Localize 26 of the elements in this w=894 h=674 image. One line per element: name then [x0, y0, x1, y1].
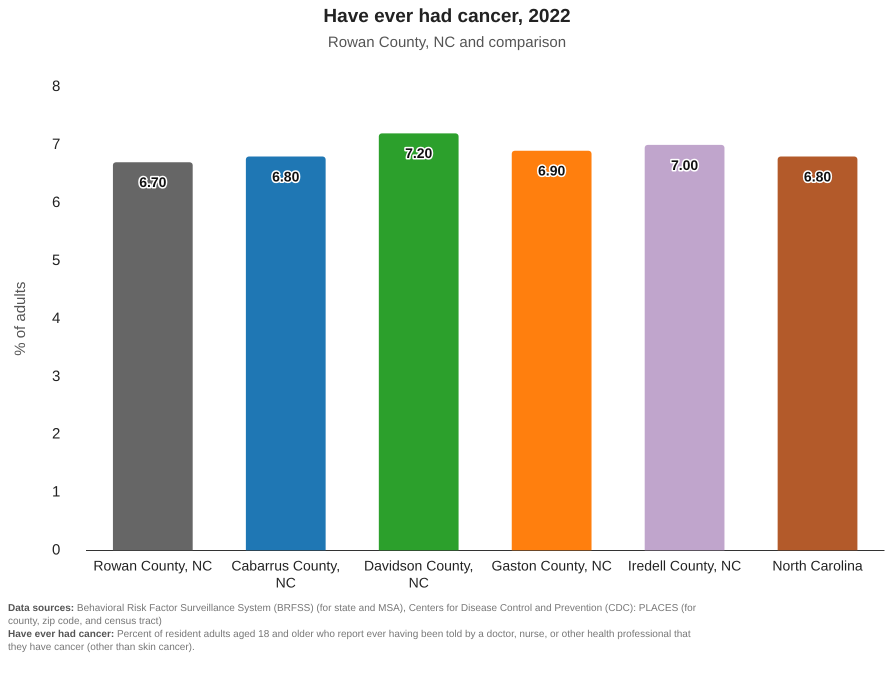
y-tick-label: 1: [52, 484, 60, 501]
data-label: 7.20: [405, 145, 433, 162]
data-label: 6.70: [139, 174, 167, 190]
y-axis-title: % of adults: [12, 282, 30, 356]
chart-title: Have ever had cancer, 2022: [322, 6, 572, 29]
data-label: 6.80: [804, 168, 832, 184]
text: Data sources: Behavioral Risk Factor Surveillance System (BRFSS) (for state and MSA), Centers for Disease Control and Prevention (CDC): PLACES (for county, zip code, and census tract): [8, 602, 698, 628]
x-tick-label: Iredell County, NC: [628, 558, 742, 574]
y-tick-label: 6: [52, 194, 60, 211]
x-tick-label: North Carolina: [772, 558, 863, 574]
x-tick-label: Davidson County, NC: [364, 558, 474, 590]
text: Have ever had cancer: Percent of resident adults aged 18 and older who report ever having been told by a doctor, nurse, or other health professional that they have cancer (other than skin cancer).: [8, 628, 692, 654]
x-tick-label: Gaston County, NC: [491, 558, 612, 574]
x-tick-label: Cabarrus County, NC: [231, 558, 340, 590]
data-label: 6.80: [272, 168, 300, 184]
y-tick-label: 0: [52, 542, 60, 559]
chart-subtitle: Rowan County, NC and comparison: [326, 34, 568, 53]
x-tick-label: Rowan County, NC: [93, 558, 212, 574]
data-label: 6.90: [538, 162, 566, 179]
y-tick-label: 7: [52, 136, 60, 154]
y-tick-label: 8: [52, 78, 60, 96]
y-tick-label: 5: [52, 252, 60, 269]
y-tick-label: 2: [52, 426, 60, 443]
y-tick-label: 4: [52, 310, 60, 327]
data-label: 7.00: [670, 156, 698, 173]
y-tick-label: 3: [52, 368, 60, 385]
